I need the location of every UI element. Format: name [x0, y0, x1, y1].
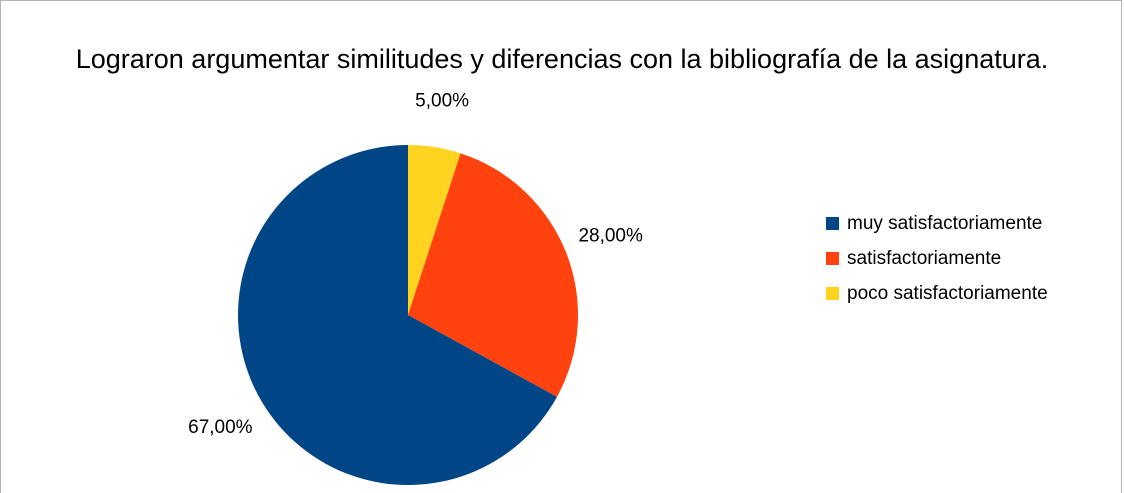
chart-title: Lograron argumentar similitudes y difere… — [75, 44, 1049, 74]
pie-slice-poco-satisfactoriamente — [408, 145, 461, 315]
legend-swatch — [826, 217, 839, 230]
data-label: 28,00% — [578, 226, 643, 247]
legend-swatch — [826, 252, 839, 265]
legend: muy satisfactoriamente satisfactoriament… — [826, 206, 1048, 311]
legend-item-muy-satisfactoriamente: muy satisfactoriamente — [826, 206, 1048, 241]
legend-label: poco satisfactoriamente — [847, 282, 1048, 304]
pie-slice-muy-satisfactoriamente — [237, 145, 557, 486]
legend-item-satisfactoriamente: satisfactoriamente — [826, 241, 1048, 276]
legend-label: satisfactoriamente — [847, 247, 1002, 269]
legend-swatch — [826, 287, 839, 300]
data-label: 5,00% — [415, 91, 469, 112]
pie-slice-satisfactoriamente — [408, 153, 578, 397]
legend-item-poco-satisfactoriamente: poco satisfactoriamente — [826, 276, 1048, 311]
data-label: 67,00% — [188, 417, 253, 438]
legend-label: muy satisfactoriamente — [847, 212, 1043, 234]
